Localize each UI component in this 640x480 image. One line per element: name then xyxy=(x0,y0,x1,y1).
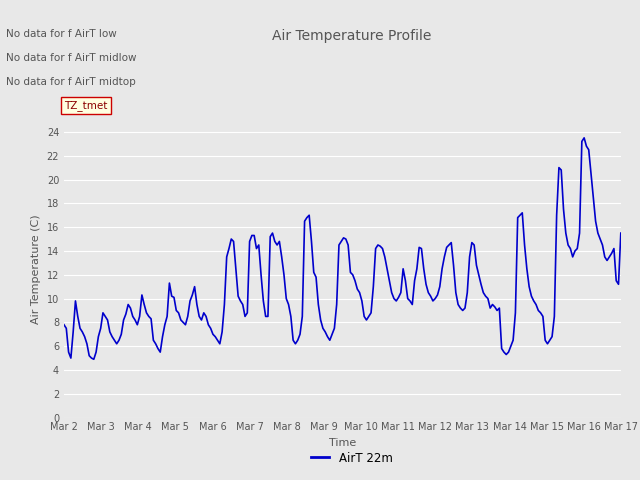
Legend: AirT 22m: AirT 22m xyxy=(307,447,397,469)
X-axis label: Time: Time xyxy=(329,438,356,448)
Text: No data for f AirT midtop: No data for f AirT midtop xyxy=(6,77,136,87)
Text: TZ_tmet: TZ_tmet xyxy=(64,100,108,111)
Y-axis label: Air Temperature (C): Air Temperature (C) xyxy=(31,214,41,324)
Text: Air Temperature Profile: Air Temperature Profile xyxy=(272,29,432,43)
Text: No data for f AirT low: No data for f AirT low xyxy=(6,29,117,39)
Text: No data for f AirT midlow: No data for f AirT midlow xyxy=(6,53,137,63)
